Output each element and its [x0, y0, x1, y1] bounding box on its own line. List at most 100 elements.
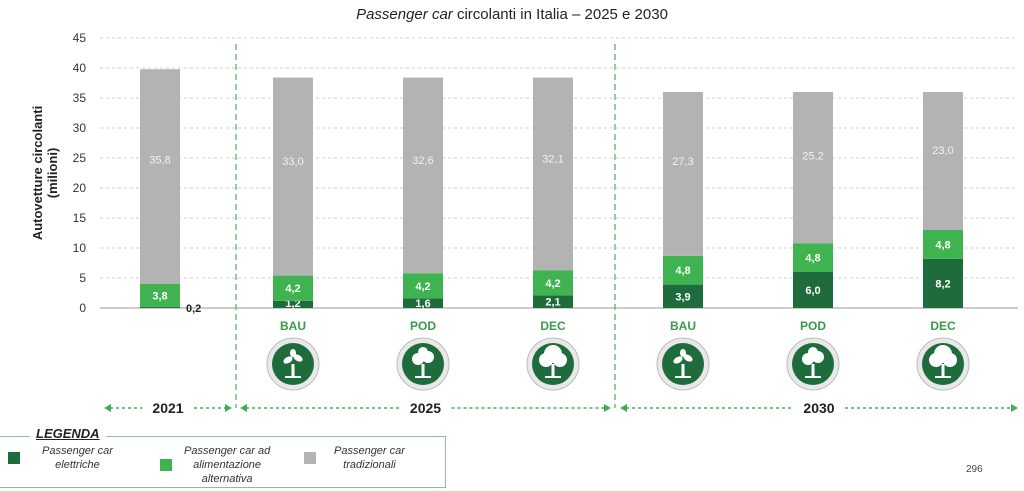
year-group-label: 2030: [803, 400, 834, 416]
tree-trunk: [421, 364, 425, 377]
data-label-tradizionali: 25,2: [802, 151, 823, 163]
arrowhead-right-icon: [1011, 404, 1018, 412]
bar-segment-tradizionali: [663, 92, 703, 256]
data-label-alternativa: 4,2: [285, 283, 300, 295]
scenario-label: DEC: [930, 319, 956, 333]
bar-segment-tradizionali: [533, 77, 573, 271]
tree-medium-icon: [802, 347, 824, 378]
tree-ground: [935, 376, 951, 378]
legend-swatch-tradizionali: [304, 452, 316, 464]
bar-segment-elettriche: [403, 298, 443, 308]
bar-segment-alternativa: [923, 230, 963, 259]
legend-line: tradizionali: [343, 459, 396, 471]
tree-leaf: [680, 349, 686, 357]
tree-trunk: [941, 364, 945, 377]
tree-ground: [805, 376, 821, 378]
bar-segment-tradizionali: [923, 92, 963, 230]
page-number: 296: [966, 464, 983, 475]
data-label-tradizionali: 32,6: [412, 155, 433, 167]
bar-segment-tradizionali: [403, 77, 443, 274]
bar-segment-elettriche: [533, 295, 573, 308]
data-label-alternativa: 4,8: [805, 253, 820, 265]
data-label-alternativa: 4,8: [935, 239, 950, 251]
arrowhead-right-icon: [225, 404, 232, 412]
data-label-elettriche: 2,1: [545, 297, 560, 309]
year-group-label: 2025: [410, 400, 441, 416]
bar-segment-alternativa: [663, 255, 703, 285]
legend-text-tradizionali: Passenger car tradizionali: [334, 444, 405, 472]
data-label-elettriche: 3,9: [675, 291, 690, 303]
tree-leaf: [673, 356, 683, 364]
y-tick-label: 30: [73, 121, 87, 135]
legend-swatch-elettriche: [8, 452, 20, 464]
data-label-tradizionali: 27,3: [672, 156, 693, 168]
y-tick-label: 20: [73, 181, 87, 195]
tree-crown: [544, 345, 562, 363]
tree-crown: [934, 345, 952, 363]
bar-segment-alternativa: [140, 284, 180, 307]
data-label-tradizionali: 23,0: [932, 145, 953, 157]
bar-segment-tradizionali: [140, 69, 180, 284]
tree-trunk: [811, 364, 815, 377]
arrowhead-right-icon: [604, 404, 611, 412]
tree-leaf: [283, 356, 293, 364]
y-tick-label: 0: [79, 301, 86, 315]
y-tick-label: 40: [73, 61, 87, 75]
data-label-elettriche: 8,2: [935, 278, 950, 290]
bar-segment-elettriche: [793, 272, 833, 308]
scenario-label: POD: [410, 319, 436, 333]
bar-segment-alternativa: [793, 243, 833, 272]
arrowhead-left-icon: [620, 404, 627, 412]
data-label-elettriche: 0,2: [186, 303, 201, 315]
y-tick-label: 5: [79, 271, 86, 285]
arrowhead-left-icon: [240, 404, 247, 412]
y-tick-label: 35: [73, 91, 87, 105]
tree-medium-icon: [412, 347, 434, 378]
legend-line: alternativa: [201, 473, 253, 485]
legend-swatch-alternativa: [160, 459, 172, 471]
data-label-alternativa: 3,8: [152, 290, 167, 302]
data-label-alternativa: 4,2: [415, 281, 430, 293]
year-group-label: 2021: [152, 400, 183, 416]
data-label-tradizionali: 35,8: [149, 154, 170, 166]
data-label-elettriche: 6,0: [805, 285, 820, 297]
y-tick-label: 45: [73, 31, 87, 45]
y-tick-label: 10: [73, 241, 87, 255]
data-label-elettriche: 1,6: [415, 298, 430, 310]
y-axis-label: Autovetture circolanti(milioni): [30, 106, 60, 240]
legend-text-elettriche: Passenger car elettriche: [42, 444, 113, 472]
legend-line: Passenger car ad: [184, 445, 271, 457]
tree-trunk: [551, 364, 555, 377]
tree-crown: [418, 347, 428, 357]
y-tick-label: 15: [73, 211, 87, 225]
scenario-label: BAU: [280, 319, 306, 333]
tree-ground: [415, 376, 431, 378]
legend-line: Passenger car: [42, 445, 113, 457]
legend-title: LEGENDA: [30, 426, 106, 441]
bar-segment-elettriche: [663, 284, 703, 308]
tree-leaf: [293, 354, 303, 362]
tree-ground: [285, 376, 301, 378]
chart-title: Passenger car circolanti in Italia – 202…: [0, 6, 1024, 23]
scenario-label: BAU: [670, 319, 696, 333]
data-label-alternativa: 4,8: [675, 265, 690, 277]
title-italic: Passenger car: [356, 6, 453, 23]
tree-full-icon: [539, 345, 567, 378]
bar-segment-tradizionali: [273, 77, 313, 276]
tree-leaf: [290, 349, 296, 357]
scenario-label: POD: [800, 319, 826, 333]
data-label-tradizionali: 33,0: [282, 156, 303, 168]
data-label-tradizionali: 32,1: [542, 153, 563, 165]
legend-text-alternativa: Passenger car ad alimentazione alternati…: [184, 444, 270, 486]
legend-line: alimentazione: [193, 459, 262, 471]
bar-segment-alternativa: [403, 273, 443, 299]
bar-segment-elettriche: [923, 258, 963, 308]
scenario-label: DEC: [540, 319, 566, 333]
data-label-alternativa: 4,2: [545, 278, 560, 290]
legend-line: elettriche: [55, 459, 100, 471]
legend-item-alternativa: Passenger car ad alimentazione alternati…: [160, 444, 270, 486]
legend-item-elettriche: Passenger car elettriche: [8, 444, 113, 472]
tree-trunk: [291, 364, 295, 377]
title-rest: circolanti in Italia – 2025 e 2030: [452, 6, 668, 23]
